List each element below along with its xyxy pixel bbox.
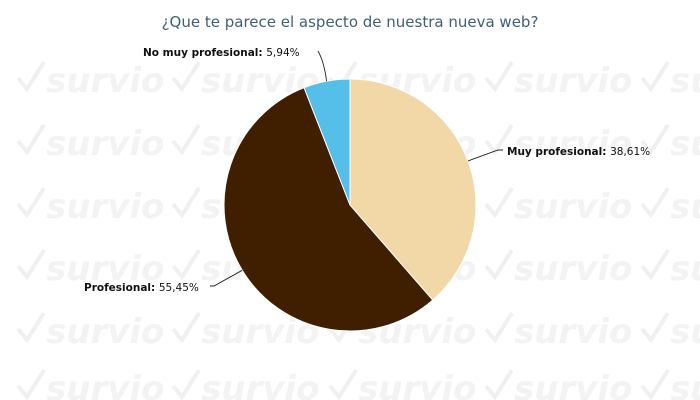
watermark-text: survio xyxy=(514,312,632,352)
watermark-tile: survio xyxy=(484,60,632,101)
watermark-tile: survio xyxy=(640,123,700,164)
pie-slice-1 xyxy=(223,87,434,332)
watermark-check-icon xyxy=(16,123,46,156)
watermark-tile: survio xyxy=(640,311,700,352)
watermark-check-icon xyxy=(171,60,201,93)
watermark-check-icon xyxy=(16,60,46,93)
slice-label-text: No muy profesional: 5,94% xyxy=(143,47,300,59)
watermark-tile: survio xyxy=(16,60,164,101)
leader-line xyxy=(210,269,243,287)
watermark-check-icon xyxy=(640,248,670,281)
slice-label-text: Muy profesional: 38,61% xyxy=(507,146,650,158)
watermark-tile: survio xyxy=(16,123,164,164)
watermark-text: survio xyxy=(514,249,632,289)
watermark-text: survio xyxy=(46,312,164,352)
watermark-text: survio xyxy=(46,61,164,101)
watermark-tile: survio xyxy=(484,248,632,289)
watermark-check-icon xyxy=(484,311,514,344)
chart-title: ¿Que te parece el aspecto de nuestra nue… xyxy=(161,13,539,31)
watermark-check-icon xyxy=(171,186,201,219)
watermark-check-icon xyxy=(171,123,201,156)
watermark-check-icon xyxy=(640,186,670,219)
slice-name: No muy profesional: xyxy=(143,47,266,59)
slice-name: Muy profesional: xyxy=(507,146,610,158)
watermark-check-icon xyxy=(171,311,201,344)
slice-label-2: No muy profesional: 5,94% xyxy=(143,47,328,82)
slice-label-text: Profesional: 55,45% xyxy=(84,282,199,294)
watermark-check-icon xyxy=(171,248,201,281)
watermark-layer: survio survio survio survio survio survio surv… xyxy=(16,60,700,400)
slice-labels: Muy profesional: 38,61% Profesional: 55,4… xyxy=(84,47,650,294)
watermark-text: survio xyxy=(670,312,700,352)
slice-value: 55,45% xyxy=(159,282,199,294)
watermark-check-icon xyxy=(16,248,46,281)
watermark-text: survio xyxy=(670,61,700,101)
watermark-text: survio xyxy=(670,187,700,227)
watermark-check-icon xyxy=(640,311,670,344)
watermark-tile: survio xyxy=(484,186,632,227)
watermark-text: survio xyxy=(514,369,632,400)
slice-value: 38,61% xyxy=(610,146,650,158)
watermark-check-icon xyxy=(16,368,46,400)
watermark-text: survio xyxy=(201,369,319,400)
watermark-check-icon xyxy=(640,368,670,400)
leader-line xyxy=(317,50,328,82)
watermark-tile: survio xyxy=(484,368,632,400)
watermark-text: survio xyxy=(46,187,164,227)
watermark-check-icon xyxy=(484,123,514,156)
slice-label-0: Muy profesional: 38,61% xyxy=(467,146,650,162)
watermark-tile: survio xyxy=(16,368,164,400)
watermark-check-icon xyxy=(484,368,514,400)
watermark-tile: survio xyxy=(171,368,319,400)
watermark-tile: survio xyxy=(16,311,164,352)
watermark-check-icon xyxy=(484,60,514,93)
watermark-tile: survio xyxy=(328,368,476,400)
pie-slices xyxy=(223,78,477,332)
watermark-tile: survio xyxy=(640,60,700,101)
watermark-text: survio xyxy=(670,369,700,400)
leader-line xyxy=(467,149,503,162)
watermark-text: survio xyxy=(670,249,700,289)
watermark-text: survio xyxy=(358,369,476,400)
watermark-text: survio xyxy=(514,187,632,227)
watermark-check-icon xyxy=(640,123,670,156)
slice-value: 5,94% xyxy=(266,47,299,59)
watermark-tile: survio xyxy=(640,186,700,227)
watermark-text: survio xyxy=(670,124,700,164)
watermark-text: survio xyxy=(46,124,164,164)
watermark-tile: survio xyxy=(16,248,164,289)
watermark-tile: survio xyxy=(640,248,700,289)
pie-slice-0 xyxy=(349,78,477,301)
watermark-tile: survio xyxy=(484,311,632,352)
watermark-check-icon xyxy=(328,368,358,400)
watermark-check-icon xyxy=(484,186,514,219)
watermark-tile: survio xyxy=(640,368,700,400)
slice-name: Profesional: xyxy=(84,282,159,294)
slice-label-1: Profesional: 55,45% xyxy=(84,269,243,294)
watermark-check-icon xyxy=(171,368,201,400)
watermark-text: survio xyxy=(46,369,164,400)
watermark-tile: survio xyxy=(484,123,632,164)
watermark-check-icon xyxy=(16,186,46,219)
watermark-tile: survio xyxy=(16,186,164,227)
watermark-check-icon xyxy=(640,60,670,93)
watermark-text: survio xyxy=(46,249,164,289)
watermark-text: survio xyxy=(514,61,632,101)
watermark-text: survio xyxy=(514,124,632,164)
watermark-check-icon xyxy=(484,248,514,281)
watermark-check-icon xyxy=(16,311,46,344)
